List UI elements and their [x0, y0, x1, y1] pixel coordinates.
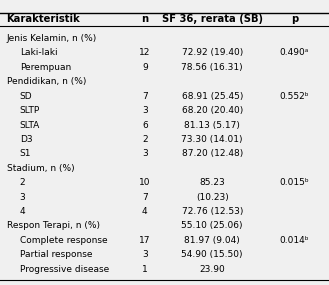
Text: 0.014ᵇ: 0.014ᵇ [280, 236, 309, 245]
Text: Progressive disease: Progressive disease [20, 265, 109, 274]
Text: 3: 3 [20, 193, 25, 202]
Text: 81.13 (5.17): 81.13 (5.17) [184, 121, 240, 130]
Text: Karakteristik: Karakteristik [7, 14, 80, 25]
Text: 0.552ᵇ: 0.552ᵇ [280, 92, 309, 101]
Text: Stadium, n (%): Stadium, n (%) [7, 164, 74, 173]
Text: 2: 2 [142, 135, 148, 144]
Text: 72.92 (19.40): 72.92 (19.40) [182, 48, 243, 58]
Text: 7: 7 [142, 193, 148, 202]
Text: 17: 17 [139, 236, 150, 245]
Text: SLTA: SLTA [20, 121, 40, 130]
Text: n: n [141, 14, 148, 25]
Text: 73.30 (14.01): 73.30 (14.01) [182, 135, 243, 144]
Text: (10.23): (10.23) [196, 193, 229, 202]
Text: Respon Terapi, n (%): Respon Terapi, n (%) [7, 221, 100, 231]
Text: Pendidikan, n (%): Pendidikan, n (%) [7, 77, 86, 86]
Text: 3: 3 [142, 149, 148, 158]
Text: 87.20 (12.48): 87.20 (12.48) [182, 149, 243, 158]
Text: 55.10 (25.06): 55.10 (25.06) [182, 221, 243, 231]
Text: 72.76 (12.53): 72.76 (12.53) [182, 207, 243, 216]
Text: Jenis Kelamin, n (%): Jenis Kelamin, n (%) [7, 34, 97, 43]
Text: S1: S1 [20, 149, 31, 158]
Text: 0.490ᵃ: 0.490ᵃ [280, 48, 309, 58]
Text: 85.23: 85.23 [199, 178, 225, 187]
Text: 3: 3 [142, 250, 148, 259]
Text: 7: 7 [142, 92, 148, 101]
Text: SD: SD [20, 92, 32, 101]
Text: 1: 1 [142, 265, 148, 274]
Text: Partial response: Partial response [20, 250, 92, 259]
Text: 54.90 (15.50): 54.90 (15.50) [182, 250, 243, 259]
Text: 12: 12 [139, 48, 150, 58]
Text: 10: 10 [139, 178, 150, 187]
Text: 9: 9 [142, 63, 148, 72]
Text: 0.015ᵇ: 0.015ᵇ [280, 178, 309, 187]
Text: D3: D3 [20, 135, 32, 144]
Text: 3: 3 [142, 106, 148, 115]
Text: Complete response: Complete response [20, 236, 107, 245]
Text: 2: 2 [20, 178, 25, 187]
Text: 81.97 (9.04): 81.97 (9.04) [184, 236, 240, 245]
Text: 78.56 (16.31): 78.56 (16.31) [181, 63, 243, 72]
Text: 4: 4 [20, 207, 25, 216]
Text: SLTP: SLTP [20, 106, 40, 115]
Text: 4: 4 [142, 207, 148, 216]
Text: SF 36, rerata (SB): SF 36, rerata (SB) [162, 14, 263, 25]
Text: 68.91 (25.45): 68.91 (25.45) [182, 92, 243, 101]
Text: 68.20 (20.40): 68.20 (20.40) [182, 106, 243, 115]
Text: 23.90: 23.90 [199, 265, 225, 274]
Text: 6: 6 [142, 121, 148, 130]
Text: Perempuan: Perempuan [20, 63, 71, 72]
Text: Laki-laki: Laki-laki [20, 48, 57, 58]
Text: p: p [291, 14, 298, 25]
